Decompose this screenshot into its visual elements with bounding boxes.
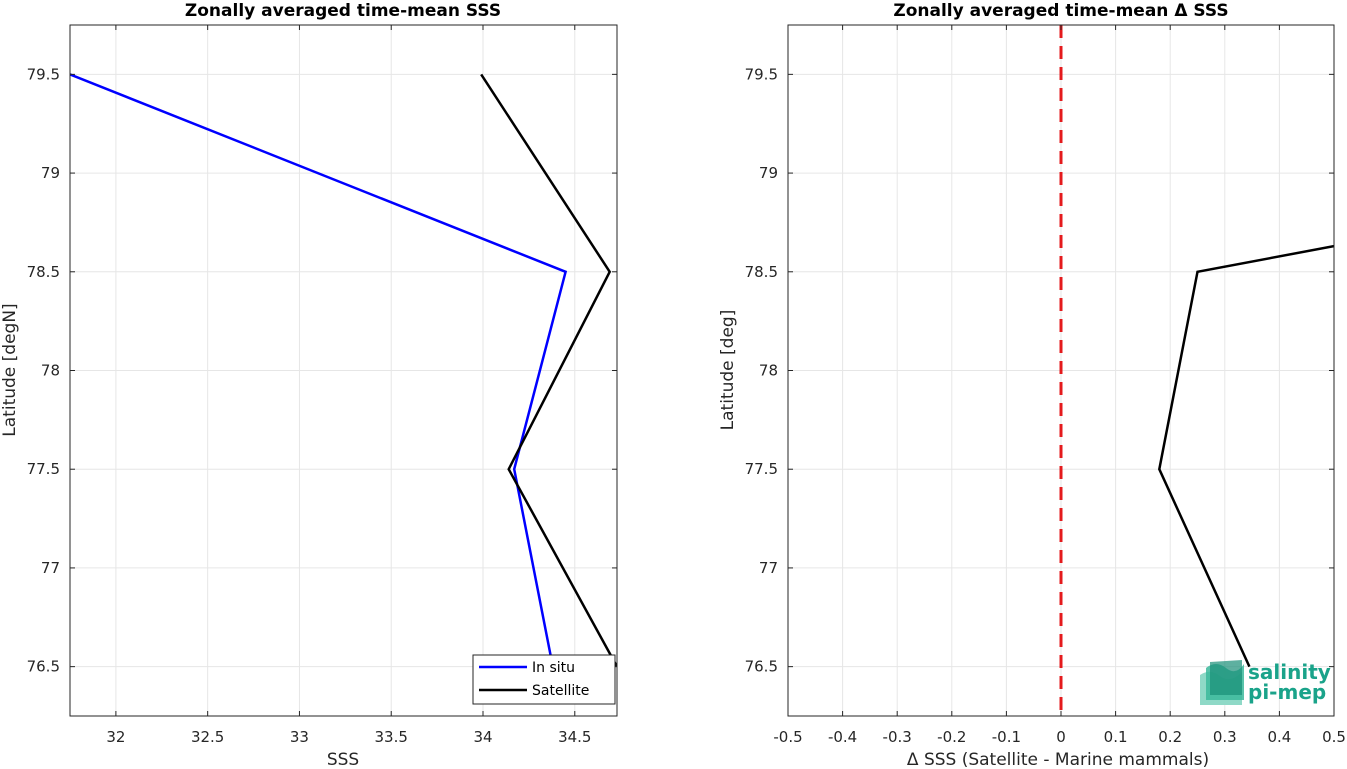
right-y-tick-label: 77.5 bbox=[745, 460, 778, 478]
left-y-ticks: 76.5 77 77.5 78 78.5 79 79.5 bbox=[27, 65, 617, 676]
left-x-axis-label: SSS bbox=[327, 750, 359, 769]
right-x-tick-label: 0.3 bbox=[1213, 728, 1237, 746]
left-y-tick-label: 77.5 bbox=[27, 460, 60, 478]
left-grid bbox=[70, 25, 617, 716]
salinity-pi-mep-logo: salinity pi-mep bbox=[1200, 660, 1331, 705]
left-y-tick-label: 78 bbox=[41, 362, 60, 380]
left-chart-title: Zonally averaged time-mean SSS bbox=[185, 1, 501, 21]
right-y-ticks: 76.5 77 77.5 78 78.5 79 79.5 bbox=[745, 65, 1334, 676]
left-panel: 32 32.5 33 33.5 34 34.5 76.5 77 77.5 78 78.5 79 79.… bbox=[0, 1, 618, 769]
right-x-tick-label: -0.5 bbox=[773, 728, 802, 746]
right-x-tick-label: -0.2 bbox=[937, 728, 966, 746]
right-y-tick-label: 78 bbox=[759, 362, 778, 380]
right-lines bbox=[1059, 25, 1334, 716]
right-y-tick-label: 76.5 bbox=[745, 658, 778, 676]
right-y-tick-label: 79 bbox=[759, 164, 778, 182]
left-lines bbox=[70, 73, 617, 668]
right-y-tick-label: 77 bbox=[759, 559, 778, 577]
left-y-axis-label: Latitude [degN] bbox=[0, 303, 20, 436]
legend-label-satellite: Satellite bbox=[532, 683, 589, 699]
right-line-series-0 bbox=[1157, 244, 1334, 668]
logo-wave-icon bbox=[1200, 660, 1244, 705]
right-x-tick-label: 0.1 bbox=[1104, 728, 1128, 746]
left-x-ticks: 32 32.5 33 33.5 34 34.5 bbox=[106, 25, 591, 746]
left-y-tick-label: 77 bbox=[41, 559, 60, 577]
legend-label-in-situ: In situ bbox=[532, 660, 575, 676]
left-x-tick-label: 32 bbox=[106, 728, 125, 746]
left-x-tick-label: 32.5 bbox=[191, 728, 224, 746]
right-y-axis-label: Latitude [deg] bbox=[718, 310, 738, 431]
right-x-ticks: -0.5 -0.4 -0.3 -0.2 -0.1 0 0.1 0.2 0.3 0.4 0.5 bbox=[773, 25, 1346, 746]
right-y-tick-label: 78.5 bbox=[745, 263, 778, 281]
right-x-tick-label: 0 bbox=[1056, 728, 1066, 746]
left-line-satellite bbox=[480, 73, 617, 668]
right-x-tick-label: 0.2 bbox=[1158, 728, 1182, 746]
left-x-tick-label: 33.5 bbox=[375, 728, 408, 746]
legend: In situ Satellite bbox=[472, 654, 616, 705]
left-x-tick-label: 34 bbox=[473, 728, 492, 746]
logo-line-1: salinity bbox=[1248, 660, 1331, 684]
left-x-tick-label: 33 bbox=[290, 728, 309, 746]
left-line-in-situ bbox=[70, 73, 568, 667]
left-x-tick-label: 34.5 bbox=[558, 728, 591, 746]
right-panel: -0.5 -0.4 -0.3 -0.2 -0.1 0 0.1 0.2 0.3 0.4 0.5 76.… bbox=[718, 1, 1346, 769]
legend-box bbox=[472, 654, 616, 705]
left-y-tick-label: 76.5 bbox=[27, 658, 60, 676]
right-x-tick-label: 0.4 bbox=[1267, 728, 1291, 746]
right-x-tick-label: -0.3 bbox=[883, 728, 912, 746]
left-y-tick-label: 79 bbox=[41, 164, 60, 182]
left-y-tick-label: 79.5 bbox=[27, 65, 60, 83]
right-x-tick-label: -0.1 bbox=[992, 728, 1021, 746]
logo-line-2: pi-mep bbox=[1248, 680, 1326, 704]
right-x-tick-label: 0.5 bbox=[1322, 728, 1346, 746]
right-chart-title: Zonally averaged time-mean Δ SSS bbox=[893, 1, 1228, 21]
right-y-tick-label: 79.5 bbox=[745, 65, 778, 83]
left-y-tick-label: 78.5 bbox=[27, 263, 60, 281]
right-x-tick-label: -0.4 bbox=[828, 728, 857, 746]
right-x-axis-label: Δ SSS (Satellite - Marine mammals) bbox=[907, 750, 1209, 769]
